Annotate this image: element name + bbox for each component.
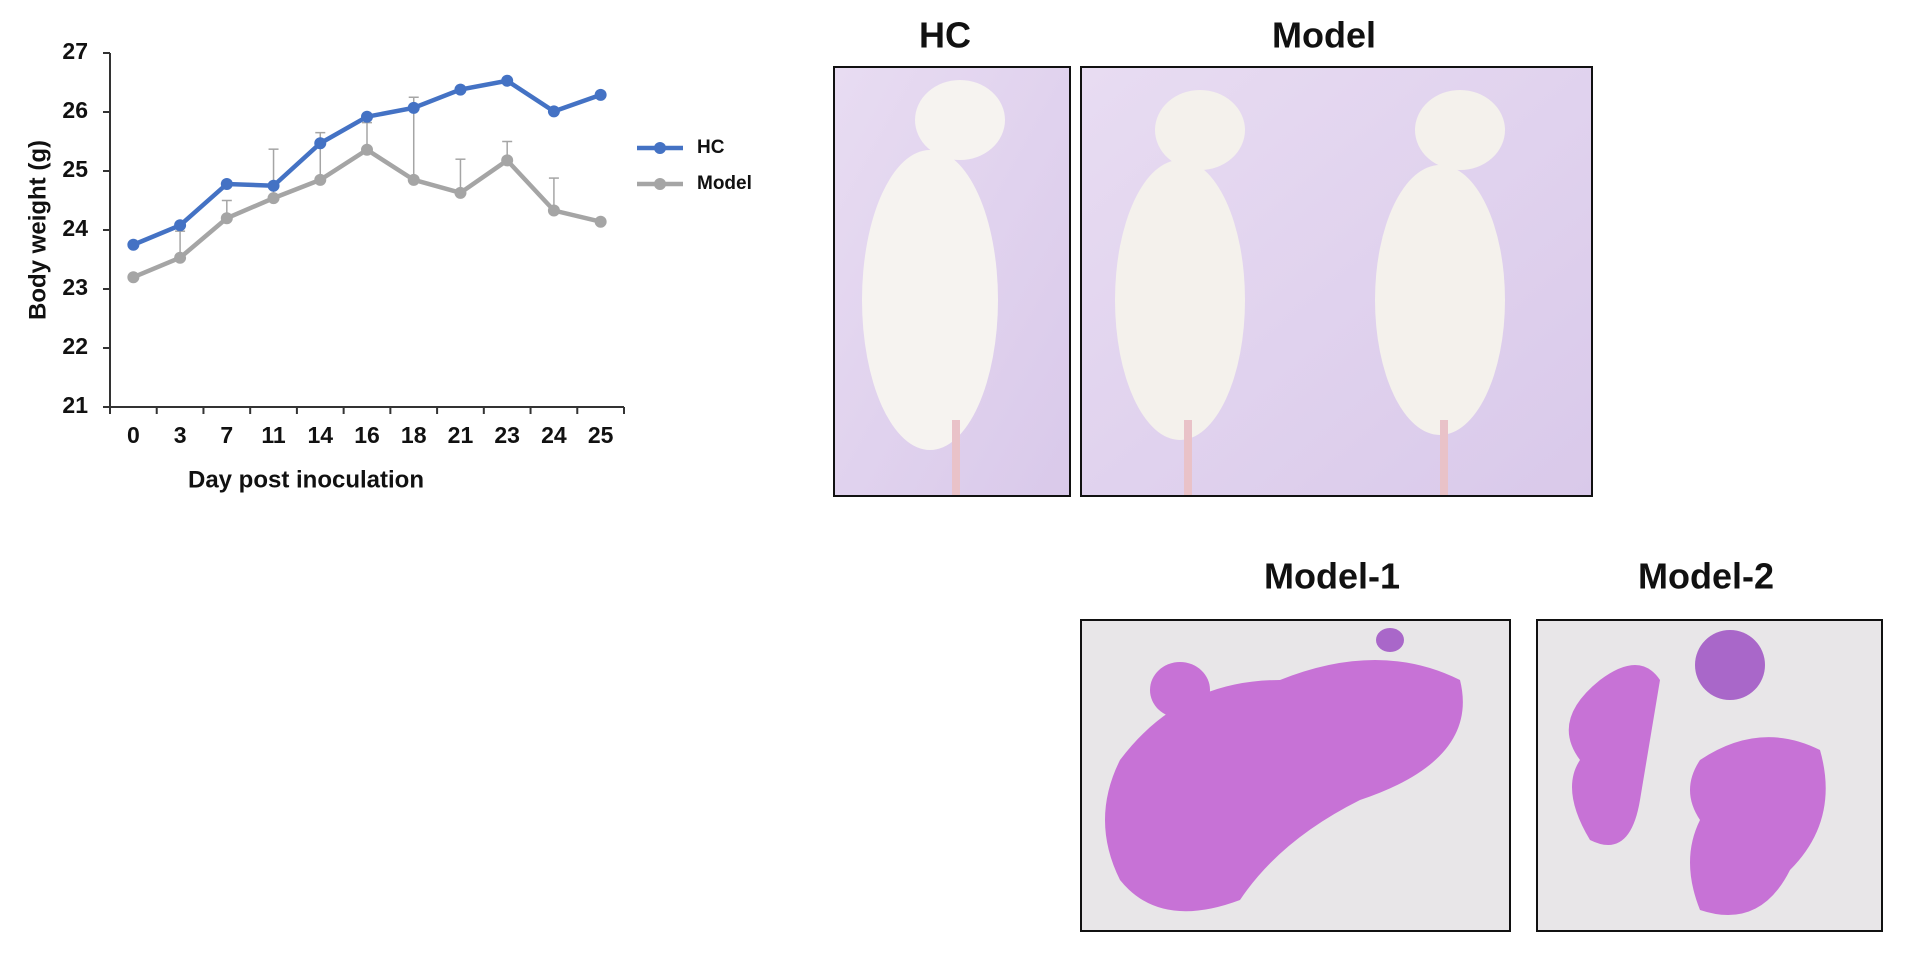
legend-marker	[654, 142, 666, 154]
y-tick-label: 24	[62, 215, 88, 241]
y-tick-label: 22	[62, 333, 88, 359]
x-tick-label: 14	[307, 422, 333, 448]
mouse	[862, 150, 998, 450]
point	[267, 192, 280, 205]
point	[594, 215, 607, 228]
x-tick-label: 3	[174, 422, 187, 448]
tissue	[1105, 660, 1463, 912]
point	[454, 186, 467, 199]
point	[361, 110, 373, 123]
point	[127, 238, 140, 251]
y-tick-label: 25	[62, 156, 88, 182]
panel-title: Model	[1272, 15, 1376, 56]
mouse-head	[1155, 90, 1245, 170]
tissue	[1695, 630, 1765, 700]
point	[267, 179, 280, 192]
point	[407, 101, 420, 114]
line-chart: Day post inoculation Body weight (g) 21 2…	[24, 38, 752, 493]
x-axis-title: Day post inoculation	[188, 466, 424, 493]
y-tick-label: 27	[62, 38, 88, 64]
point	[547, 204, 560, 217]
y-axis-title: Body weight (g)	[24, 140, 51, 320]
mouse-tail	[1184, 420, 1192, 496]
series-line	[132, 78, 602, 247]
point	[314, 137, 327, 150]
tissue	[1568, 665, 1660, 845]
x-tick-label: 7	[220, 422, 233, 448]
panel-title: Model-2	[1638, 556, 1774, 597]
frame	[1080, 66, 1593, 497]
panel-title: HC	[919, 15, 971, 56]
frame	[833, 66, 1071, 497]
mouse-tail	[952, 420, 960, 496]
point	[361, 143, 373, 156]
mouse	[1115, 160, 1245, 440]
tissue	[1376, 628, 1404, 652]
legend-marker	[654, 178, 666, 190]
x-tick-label: 25	[588, 422, 614, 448]
mouse-head	[915, 80, 1005, 160]
point	[547, 105, 560, 118]
point	[314, 173, 327, 186]
frame	[1080, 619, 1511, 932]
point	[594, 88, 607, 101]
point	[174, 251, 187, 264]
photo-panels: HC Model	[833, 15, 1593, 497]
x-tick-label: 21	[448, 422, 474, 448]
series-line	[132, 147, 602, 280]
y-tick-label: 21	[62, 392, 88, 418]
point	[174, 219, 187, 232]
legend-label: HC	[697, 137, 725, 158]
point	[501, 154, 514, 167]
tissue	[1150, 662, 1210, 718]
y-tick-label: 23	[62, 274, 88, 300]
point	[407, 173, 420, 186]
legend-label: Model	[697, 173, 752, 194]
point	[220, 177, 233, 190]
frame	[1536, 619, 1883, 932]
x-tick-label: 23	[494, 422, 520, 448]
point	[127, 271, 140, 284]
x-tick-label: 0	[127, 422, 140, 448]
mouse-tail	[1440, 420, 1448, 496]
tissue	[1690, 737, 1826, 915]
mouse	[1375, 165, 1505, 435]
histology-panels: Model-1 Model-2	[1080, 556, 1883, 932]
mouse-head	[1415, 90, 1505, 170]
panel-title: Model-1	[1264, 556, 1400, 597]
point	[454, 83, 467, 96]
x-tick-label: 16	[354, 422, 380, 448]
x-tick-label: 11	[261, 422, 286, 448]
point	[501, 74, 514, 87]
point	[220, 212, 233, 225]
x-tick-label: 24	[541, 422, 567, 448]
y-tick-label: 26	[62, 97, 88, 123]
x-tick-label: 18	[401, 422, 427, 448]
